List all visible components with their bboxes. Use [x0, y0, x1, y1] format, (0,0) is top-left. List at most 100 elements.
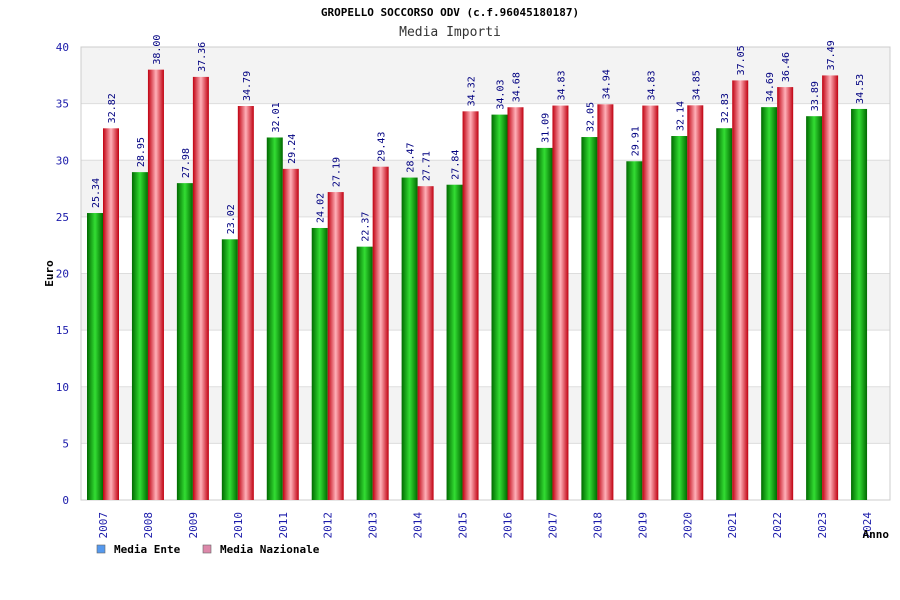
data-label: 34.68	[512, 72, 523, 102]
bar	[462, 111, 479, 501]
bar	[671, 136, 688, 500]
legend-swatch	[96, 544, 106, 554]
bar	[642, 105, 659, 501]
y-tick-label: 35	[56, 98, 69, 111]
legend-label: Media Nazionale	[220, 543, 320, 556]
data-label: 34.83	[646, 70, 657, 100]
x-tick-label: 2011	[277, 512, 290, 539]
y-tick-label: 5	[62, 437, 69, 450]
x-tick-label: 2012	[322, 512, 335, 539]
bar	[87, 213, 103, 500]
x-tick-label: 2008	[142, 512, 155, 539]
bar	[147, 69, 164, 501]
grid-band	[81, 273, 890, 331]
bar	[282, 168, 299, 500]
bar	[687, 105, 704, 500]
grid-band	[81, 443, 890, 500]
bar	[581, 137, 598, 500]
bar	[237, 106, 254, 501]
grid-band	[81, 47, 890, 104]
grid-band	[81, 160, 890, 217]
y-tick-label: 25	[56, 211, 69, 224]
bar	[626, 161, 643, 500]
data-label: 36.46	[781, 52, 792, 82]
bar	[806, 116, 823, 501]
bar	[536, 147, 553, 500]
chart-subtitle: Media Importi	[399, 25, 501, 40]
data-label: 29.43	[377, 132, 388, 162]
y-tick-label: 15	[56, 324, 69, 337]
bar	[372, 166, 389, 500]
data-label: 27.84	[451, 150, 462, 180]
data-label: 33.89	[810, 81, 821, 111]
data-label: 24.02	[316, 193, 327, 223]
x-tick-label: 2010	[232, 512, 245, 539]
x-tick-label: 2023	[816, 512, 829, 539]
data-label: 38.00	[152, 35, 163, 65]
bar	[507, 107, 524, 501]
bar	[176, 183, 193, 500]
legend-label: Media Ente	[114, 543, 181, 556]
data-label: 34.69	[765, 72, 776, 102]
data-label: 22.37	[361, 212, 372, 242]
data-label: 23.02	[226, 204, 237, 234]
data-label: 37.49	[826, 40, 837, 70]
data-label: 34.03	[496, 80, 507, 110]
data-label: 34.32	[467, 76, 478, 106]
bar	[732, 80, 749, 500]
data-label: 37.36	[197, 42, 208, 72]
bar	[221, 239, 238, 500]
data-label: 34.79	[242, 71, 253, 101]
data-label: 27.19	[332, 157, 343, 187]
x-tick-label: 2024	[861, 512, 874, 539]
bar	[822, 75, 839, 500]
data-label: 27.98	[181, 148, 192, 178]
plot-frame	[80, 46, 891, 501]
data-label: 32.82	[107, 93, 118, 123]
data-label: 34.83	[556, 70, 567, 100]
bar	[401, 177, 418, 500]
x-tick-label: 2016	[502, 512, 515, 539]
data-label: 34.94	[601, 69, 612, 99]
bar	[446, 184, 463, 500]
x-tick-label: 2019	[636, 512, 649, 539]
x-tick-label: 2007	[97, 512, 110, 539]
y-tick-label: 30	[56, 154, 69, 167]
data-label: 34.53	[855, 74, 866, 104]
data-label: 27.71	[422, 151, 433, 181]
bar	[192, 76, 209, 500]
bar	[417, 186, 434, 500]
data-label: 32.05	[585, 102, 596, 132]
bar	[266, 137, 283, 500]
data-label: 37.05	[736, 45, 747, 75]
data-label: 29.91	[630, 126, 641, 156]
bar	[552, 105, 569, 501]
bar	[761, 107, 778, 501]
bar	[356, 246, 373, 500]
bar	[716, 128, 733, 500]
data-label: 32.83	[720, 93, 731, 123]
bar	[103, 128, 119, 500]
chart-title: GROPELLO SOCCORSO ODV (c.f.96045180187)	[320, 6, 580, 19]
data-label: 29.24	[287, 134, 298, 164]
x-tick-label: 2018	[591, 512, 604, 539]
x-axis-label: Anno	[863, 528, 890, 541]
x-tick-label: 2021	[726, 512, 739, 539]
x-tick-label: 2014	[412, 512, 425, 539]
bar	[777, 87, 794, 500]
grid-band	[81, 386, 890, 444]
bar	[311, 227, 328, 500]
y-axis-label: Euro	[43, 260, 56, 287]
bar	[131, 172, 148, 501]
data-label: 32.14	[675, 101, 686, 131]
data-label: 28.47	[406, 142, 417, 172]
bar	[327, 192, 344, 501]
x-tick-label: 2020	[681, 512, 694, 539]
grid-band	[81, 330, 890, 387]
y-tick-label: 0	[62, 494, 69, 507]
grid-band	[81, 103, 890, 161]
y-tick-label: 10	[56, 381, 69, 394]
y-tick-label: 40	[56, 41, 69, 54]
